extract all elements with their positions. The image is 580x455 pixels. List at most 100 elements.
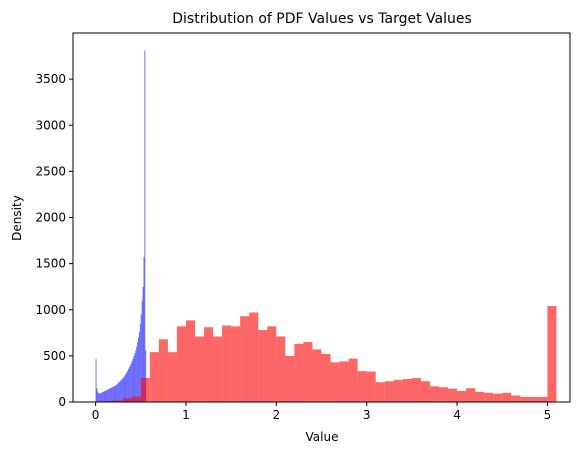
blue-bar bbox=[136, 346, 138, 402]
red-bar bbox=[167, 352, 177, 402]
red-bar bbox=[511, 395, 521, 402]
blue-bar bbox=[128, 368, 130, 402]
blue-bar bbox=[121, 378, 123, 402]
x-axis: 0 1 2 3 4 5 bbox=[92, 402, 551, 422]
blue-bar bbox=[96, 388, 98, 402]
blue-bar bbox=[139, 323, 141, 402]
blue-bar bbox=[101, 392, 102, 402]
red-bar bbox=[204, 327, 214, 402]
red-bar bbox=[294, 343, 304, 402]
y-tick-label: 1000 bbox=[35, 303, 66, 317]
blue-bar bbox=[100, 393, 102, 402]
red-bar bbox=[475, 391, 485, 402]
blue-bar bbox=[122, 378, 124, 402]
red-bar bbox=[529, 396, 539, 402]
red-bar bbox=[538, 396, 548, 402]
blue-bar bbox=[141, 300, 143, 402]
plot-background bbox=[73, 33, 570, 402]
blue-bar bbox=[99, 393, 101, 402]
blue-bar bbox=[126, 372, 128, 402]
blue-bar bbox=[113, 386, 115, 402]
blue-bar bbox=[129, 365, 131, 402]
red-bar bbox=[140, 378, 150, 402]
red-bar bbox=[411, 378, 421, 402]
red-bar bbox=[375, 382, 385, 402]
y-tick-label: 500 bbox=[43, 349, 66, 363]
blue-bar bbox=[115, 385, 117, 402]
red-bar bbox=[330, 362, 340, 402]
x-tick-label: 0 bbox=[92, 408, 100, 422]
blue-bar bbox=[106, 390, 108, 402]
red-bar bbox=[231, 326, 241, 402]
red-bar bbox=[520, 396, 530, 402]
red-bar bbox=[357, 371, 367, 402]
blue-bar bbox=[131, 360, 133, 402]
red-bar bbox=[429, 386, 439, 402]
blue-bar bbox=[143, 257, 145, 402]
blue-bar bbox=[135, 350, 137, 402]
red-bar bbox=[258, 330, 268, 402]
blue-bar bbox=[138, 337, 139, 402]
plot-frame bbox=[72, 32, 571, 403]
y-tick-label: 2000 bbox=[35, 211, 66, 225]
blue-bar bbox=[105, 390, 107, 402]
blue-bar bbox=[95, 358, 97, 402]
blue-bar bbox=[132, 358, 134, 402]
blue-bar bbox=[117, 383, 119, 402]
red-bar bbox=[131, 396, 141, 402]
blue-bar bbox=[112, 386, 114, 402]
blue-bar bbox=[104, 390, 106, 402]
red-bar bbox=[149, 352, 159, 402]
red-bar bbox=[285, 355, 295, 402]
red-bar bbox=[420, 381, 430, 402]
red-bar bbox=[384, 381, 394, 402]
red-bar bbox=[366, 371, 376, 402]
blue-bar bbox=[98, 393, 100, 402]
blue-bar bbox=[103, 391, 105, 402]
blue-bar bbox=[108, 389, 110, 402]
red-bar bbox=[267, 326, 277, 402]
blue-bar bbox=[116, 384, 118, 402]
red-bar bbox=[240, 316, 250, 402]
blue-bar bbox=[119, 380, 121, 402]
blue-bar bbox=[138, 331, 140, 402]
red-bar bbox=[158, 339, 168, 402]
blue-bar bbox=[118, 382, 120, 402]
blue-bar bbox=[109, 388, 111, 402]
y-tick-label: 1500 bbox=[35, 257, 66, 271]
x-tick-label: 4 bbox=[453, 408, 461, 422]
red-bar bbox=[303, 342, 313, 402]
red-bar bbox=[185, 320, 195, 402]
x-tick-label: 1 bbox=[182, 408, 190, 422]
plot-area bbox=[73, 33, 570, 402]
blue-bar bbox=[125, 373, 127, 402]
red-bar bbox=[484, 392, 494, 402]
blue-bar bbox=[101, 392, 103, 402]
blue-bar bbox=[114, 385, 116, 402]
blue-bar bbox=[124, 375, 126, 402]
blue-bar bbox=[119, 381, 120, 402]
red-bar bbox=[176, 326, 186, 402]
red-bar bbox=[448, 388, 458, 402]
x-tick-label: 5 bbox=[544, 408, 552, 422]
chart-title: Distribution of PDF Values vs Target Val… bbox=[172, 11, 472, 27]
red-bar bbox=[276, 336, 286, 402]
blue-bar bbox=[129, 366, 130, 402]
red-bar bbox=[312, 349, 322, 402]
x-axis-label: Value bbox=[306, 430, 339, 444]
red-bar bbox=[339, 361, 349, 402]
red-bar bbox=[393, 379, 403, 402]
blue-bar bbox=[145, 350, 147, 402]
x-tick-label: 2 bbox=[272, 408, 280, 422]
blue-bar bbox=[142, 286, 144, 402]
blue-bar bbox=[134, 353, 136, 402]
red-bar bbox=[213, 336, 223, 402]
y-tick-label: 2500 bbox=[35, 164, 66, 178]
y-tick-label: 3000 bbox=[35, 118, 66, 132]
blue-bar bbox=[140, 314, 142, 402]
series-blue-bars bbox=[95, 50, 147, 403]
red-bar bbox=[457, 390, 467, 402]
red-bar bbox=[547, 306, 557, 402]
blue-bar bbox=[110, 388, 111, 402]
y-tick-label: 0 bbox=[58, 395, 66, 409]
